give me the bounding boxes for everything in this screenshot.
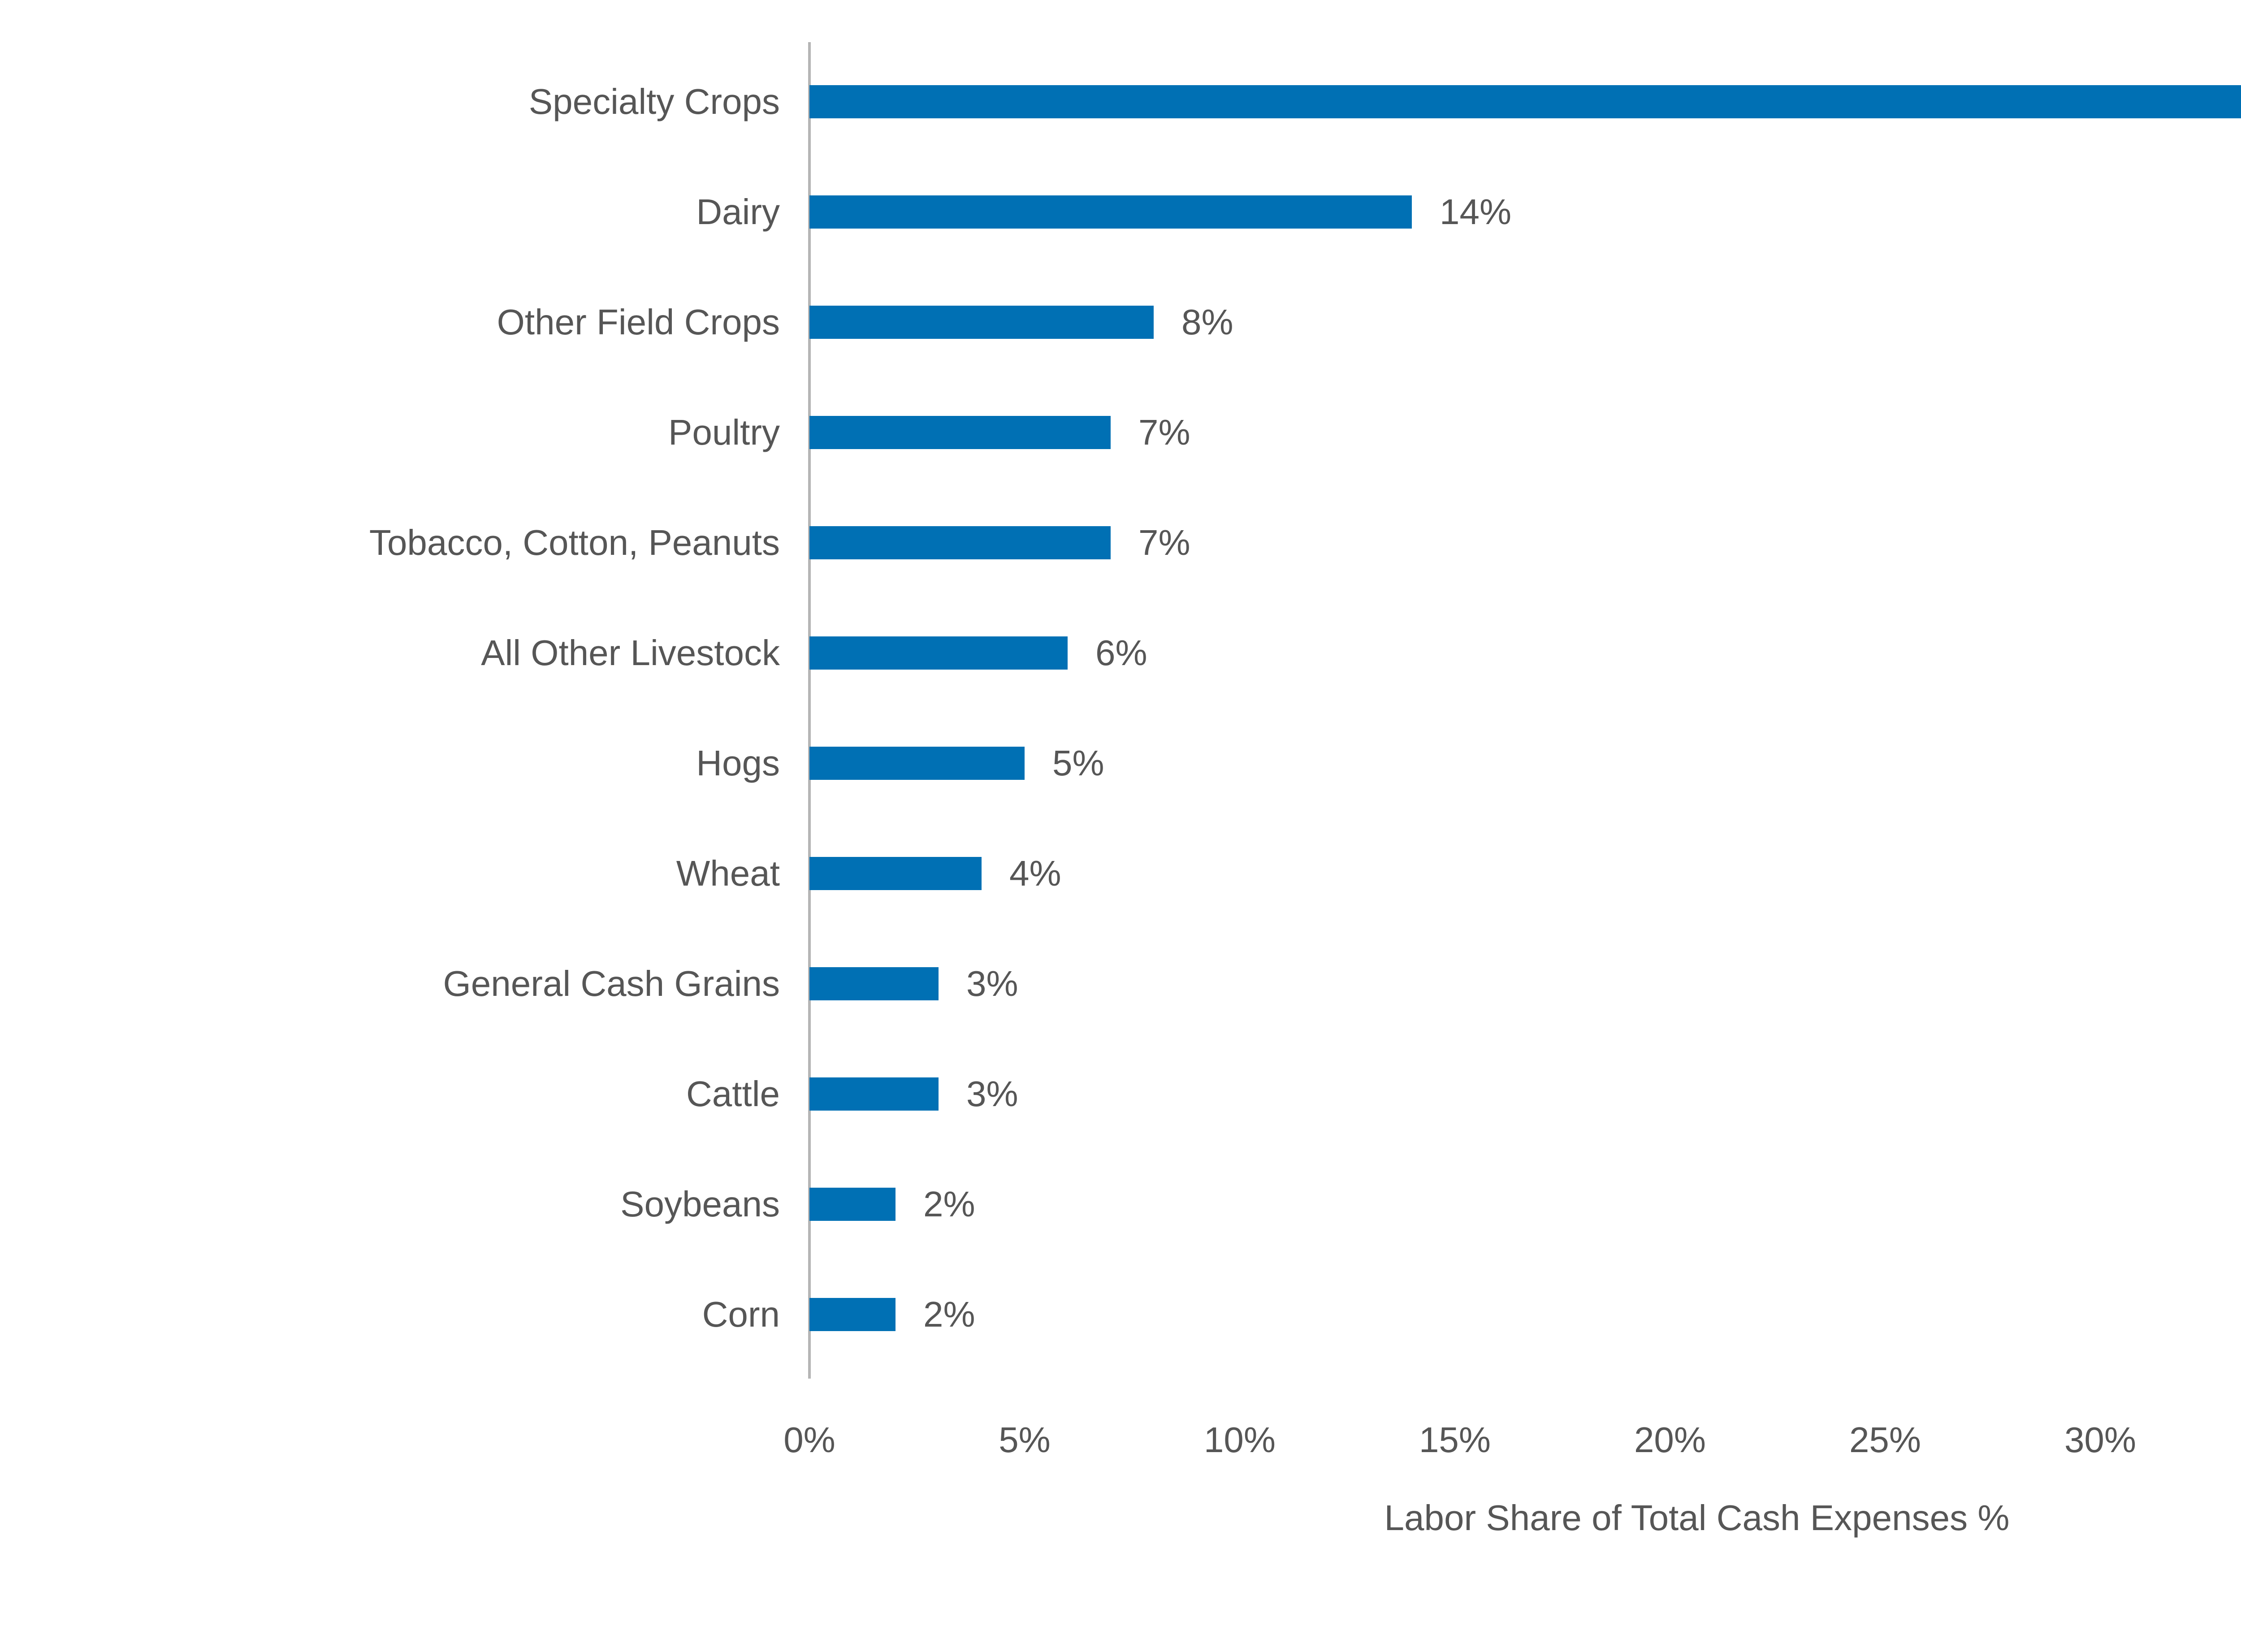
x-tick-label: 5% <box>999 1420 1051 1460</box>
x-tick-label: 10% <box>1203 1420 1276 1460</box>
bar <box>809 636 1068 670</box>
bar <box>809 195 1412 229</box>
bar-value-label: 4% <box>1009 853 1061 893</box>
category-label: General Cash Grains <box>443 964 780 1003</box>
bar <box>809 416 1111 449</box>
category-label: Corn <box>702 1294 780 1334</box>
category-label: Other Field Crops <box>497 302 780 342</box>
category-label: All Other Livestock <box>481 633 780 673</box>
x-tick-label: 25% <box>1849 1420 1921 1460</box>
bar-value-label: 7% <box>1138 523 1190 562</box>
bar <box>809 1077 939 1111</box>
x-axis-title: Labor Share of Total Cash Expenses % <box>1384 1498 2010 1538</box>
bar-value-label: 7% <box>1138 412 1190 452</box>
category-label: Poultry <box>668 412 780 452</box>
y-axis-line <box>808 42 811 1379</box>
category-label: Tobacco, Cotton, Peanuts <box>369 523 780 562</box>
bar <box>809 747 1025 780</box>
bar <box>809 306 1154 339</box>
x-tick-label: 0% <box>783 1420 835 1460</box>
bar-value-label: 5% <box>1052 743 1104 783</box>
bar-value-label: 14% <box>1440 192 1512 232</box>
category-label: Specialty Crops <box>528 82 780 121</box>
category-label: Hogs <box>696 743 780 783</box>
x-tick-label: 15% <box>1419 1420 1491 1460</box>
bar-value-label: 3% <box>966 1074 1018 1114</box>
bar-value-label: 2% <box>923 1294 975 1334</box>
bar-value-label: 2% <box>923 1184 975 1224</box>
bar-value-label: 3% <box>966 964 1018 1003</box>
bar <box>809 526 1111 559</box>
category-label: Dairy <box>696 192 780 232</box>
bar <box>809 1188 896 1221</box>
category-label: Wheat <box>676 853 780 893</box>
bar <box>809 967 939 1000</box>
bar-value-label: 6% <box>1095 633 1147 673</box>
category-label: Cattle <box>686 1074 780 1114</box>
x-tick-label: 20% <box>1634 1420 1706 1460</box>
bar-value-label: 8% <box>1181 302 1233 342</box>
x-tick-label: 30% <box>2064 1420 2137 1460</box>
bar <box>809 857 982 890</box>
category-label: Soybeans <box>620 1184 780 1224</box>
bar <box>809 1298 896 1331</box>
bar <box>809 85 2241 118</box>
